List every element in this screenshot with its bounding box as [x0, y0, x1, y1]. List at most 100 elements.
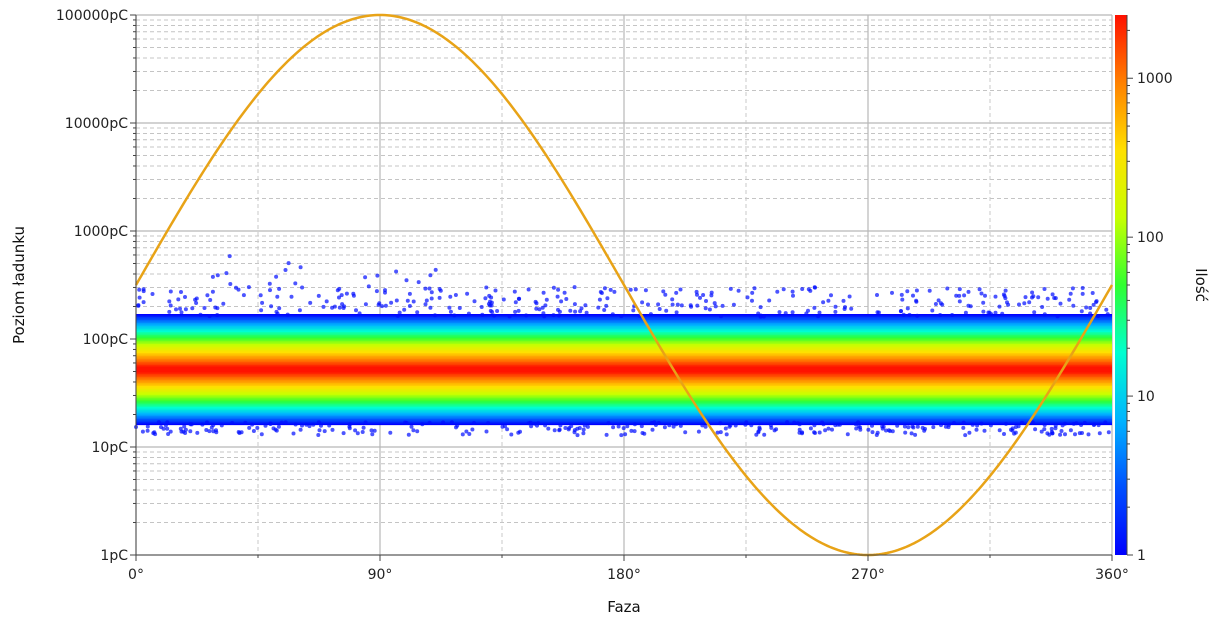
outlier-point — [300, 423, 304, 428]
outlier-point — [957, 287, 962, 292]
outlier-point — [785, 420, 790, 425]
outlier-point — [492, 313, 497, 318]
outlier-point — [945, 286, 950, 291]
outlier-point — [543, 303, 548, 308]
outlier-point — [311, 422, 316, 427]
outlier-point — [604, 303, 609, 308]
outlier-point — [1068, 291, 1073, 296]
outlier-point — [656, 302, 661, 307]
outlier-point — [516, 430, 521, 435]
y-tick-label: 1pC — [100, 548, 128, 564]
outlier-point — [136, 303, 141, 308]
outlier-point — [870, 430, 875, 435]
outlier-point — [845, 432, 850, 437]
outlier-point — [1045, 296, 1050, 301]
outlier-point — [628, 287, 633, 292]
outlier-point — [1005, 300, 1009, 305]
outlier-point — [210, 274, 215, 279]
outlier-point — [202, 306, 207, 310]
outlier-point — [546, 426, 551, 431]
outlier-point — [556, 287, 561, 292]
outlier-point — [317, 428, 322, 433]
outlier-point — [465, 291, 470, 296]
outlier-point — [341, 431, 346, 436]
outlier-point — [448, 309, 453, 314]
outlier-point — [1088, 311, 1093, 316]
outlier-point — [452, 313, 457, 318]
outlier-point — [909, 431, 914, 436]
outlier-point — [541, 290, 546, 295]
outlier-point — [927, 288, 932, 293]
outlier-point — [1097, 431, 1102, 436]
outlier-point — [423, 286, 428, 291]
outlier-point — [939, 423, 943, 428]
outlier-point — [507, 314, 512, 319]
outlier-point — [790, 310, 795, 315]
outlier-point — [339, 293, 344, 298]
outlier-point — [1070, 286, 1075, 291]
outlier-point — [168, 303, 173, 308]
outlier-point — [165, 426, 170, 431]
outlier-point — [145, 424, 150, 429]
outlier-point — [650, 427, 655, 432]
outlier-point — [931, 425, 936, 430]
outlier-point — [448, 294, 453, 299]
outlier-point — [429, 296, 434, 301]
outlier-point — [1013, 430, 1018, 435]
outlier-point — [404, 420, 409, 425]
outlier-point — [957, 299, 962, 304]
outlier-point — [1052, 296, 1057, 300]
outlier-point — [719, 314, 723, 319]
outlier-point — [1042, 287, 1047, 291]
outlier-point — [141, 300, 146, 305]
outlier-point — [480, 312, 485, 317]
outlier-point — [812, 305, 817, 310]
outlier-point — [847, 294, 852, 299]
outlier-point — [423, 302, 428, 307]
outlier-point — [1030, 420, 1035, 425]
outlier-point — [369, 428, 374, 433]
outlier-point — [981, 309, 986, 314]
outlier-point — [247, 425, 252, 430]
outlier-point — [701, 293, 706, 297]
outlier-point — [361, 425, 366, 430]
outlier-point — [703, 306, 708, 311]
outlier-point — [910, 424, 915, 429]
outlier-point — [151, 431, 156, 436]
outlier-point — [876, 310, 881, 315]
outlier-point — [383, 288, 387, 293]
outlier-point — [330, 427, 335, 432]
outlier-point — [797, 427, 802, 432]
outlier-point — [251, 429, 256, 433]
outlier-point — [366, 284, 371, 289]
outlier-point — [963, 310, 968, 315]
outlier-point — [1032, 310, 1037, 315]
outlier-point — [643, 288, 648, 293]
outlier-point — [428, 273, 433, 278]
outlier-point — [215, 273, 220, 278]
outlier-point — [457, 306, 462, 310]
outlier-point — [875, 430, 880, 435]
outlier-point — [728, 423, 733, 428]
outlier-point — [483, 296, 488, 301]
outlier-point — [394, 298, 399, 303]
outlier-point — [596, 305, 601, 310]
outlier-point — [950, 313, 955, 317]
outlier-point — [1096, 314, 1100, 319]
outlier-point — [700, 423, 705, 428]
outlier-point — [966, 289, 971, 294]
outlier-point — [582, 423, 587, 428]
outlier-point — [731, 302, 736, 307]
outlier-point — [736, 288, 741, 293]
outlier-point — [455, 423, 460, 428]
outlier-point — [598, 290, 603, 294]
outlier-point — [905, 306, 910, 311]
outlier-point — [915, 313, 920, 318]
outlier-point — [324, 299, 329, 304]
outlier-point — [250, 422, 255, 427]
outlier-point — [486, 421, 491, 426]
outlier-point — [833, 423, 838, 428]
outlier-point — [812, 285, 817, 290]
x-axis-title: Faza — [607, 598, 641, 616]
